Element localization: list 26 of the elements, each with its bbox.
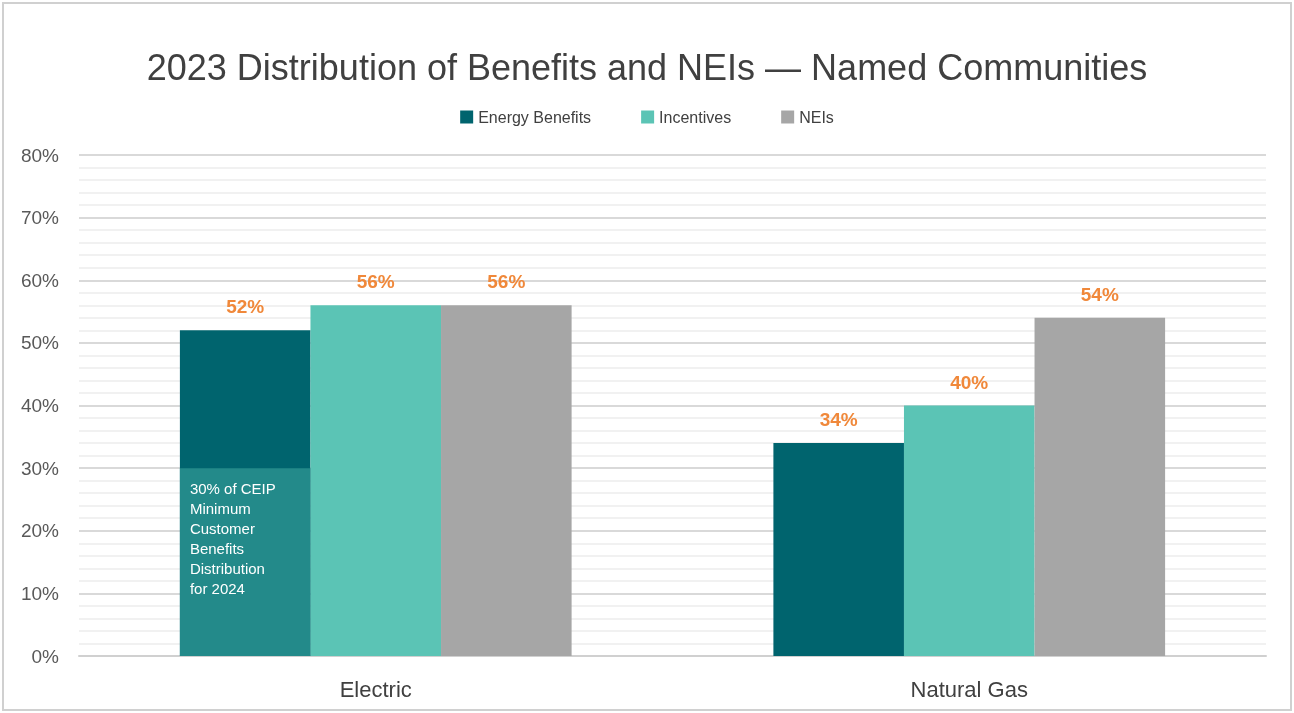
data-label: 52% — [226, 296, 265, 318]
y-tick-label: 80% — [20, 144, 60, 166]
data-label: 40% — [950, 371, 989, 393]
data-label: 34% — [819, 409, 858, 431]
y-tick-label: 10% — [20, 582, 60, 604]
y-tick-label: 30% — [20, 457, 60, 479]
y-tick-label: 40% — [20, 395, 60, 416]
x-tick-label: Natural Gas — [910, 676, 1028, 702]
x-tick-label: Electric — [339, 676, 412, 702]
y-tick-label: 0% — [31, 645, 60, 667]
bar — [903, 405, 1035, 656]
bar — [773, 443, 904, 656]
legend-label: Incentives — [659, 108, 732, 126]
y-tick-label: 60% — [20, 269, 60, 291]
bar — [441, 305, 572, 656]
bar — [1034, 317, 1166, 656]
y-tick-label: 20% — [20, 520, 60, 542]
chart-title: 2023 Distribution of Benefits and NEIs — Named Communities — [146, 46, 1148, 88]
data-label: 56% — [487, 271, 526, 293]
data-label: 56% — [356, 271, 395, 293]
legend-label: Energy Benefits — [478, 108, 592, 126]
y-tick-label: 50% — [20, 332, 60, 354]
data-label: 54% — [1080, 283, 1119, 305]
band-label: 30% of CEIP Minimum Customer Benefits Distribution for 2024 — [189, 479, 280, 597]
y-tick-label: 70% — [20, 207, 60, 229]
legend-label: NEIs — [799, 108, 834, 126]
